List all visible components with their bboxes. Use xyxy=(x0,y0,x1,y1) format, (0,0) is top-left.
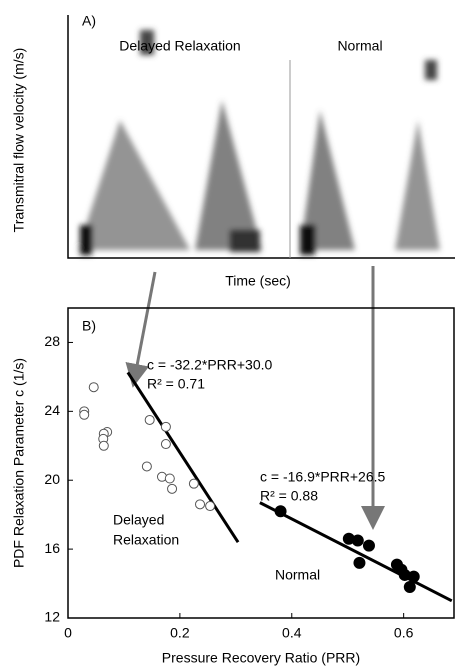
point xyxy=(274,505,287,518)
group-label: Relaxation xyxy=(113,532,179,548)
panel-label: A) xyxy=(82,13,96,29)
point xyxy=(79,409,90,420)
point xyxy=(403,581,416,593)
r-squared: R² = 0.88 xyxy=(260,488,318,504)
doppler-images xyxy=(78,30,440,255)
group-label: Normal xyxy=(275,567,320,583)
panel-text: Delayed Relaxation xyxy=(119,38,240,54)
x-tick-label: 0.2 xyxy=(170,625,190,641)
point xyxy=(141,461,152,472)
point xyxy=(407,570,420,583)
x-tick-label: 0.6 xyxy=(394,625,414,641)
point xyxy=(353,556,366,569)
point xyxy=(164,473,175,484)
axes-box xyxy=(67,307,455,619)
equation: c = -16.9*PRR+26.5 xyxy=(260,469,386,485)
point xyxy=(351,534,364,547)
scatter-plot: 0 0.2 0.4 0.6 12 16 20 24 28 B) Pressure Recovery … xyxy=(11,307,455,666)
arrow xyxy=(125,271,157,388)
y-axis-label: PDF Relaxation Parameter c (1/s) xyxy=(11,358,27,568)
point xyxy=(205,501,216,512)
panel-text: Normal xyxy=(337,38,382,54)
point xyxy=(88,382,99,393)
y-tick-label: 16 xyxy=(44,540,60,556)
y-tick-label: 20 xyxy=(44,471,60,487)
point xyxy=(188,478,199,489)
r-squared: R² = 0.71 xyxy=(147,376,205,392)
y-tick-label: 24 xyxy=(44,402,60,418)
y-tick-label: 28 xyxy=(44,333,60,349)
y-tick-label: 12 xyxy=(44,609,60,625)
point xyxy=(195,499,206,510)
equation: c = -32.2*PRR+30.0 xyxy=(147,357,273,373)
point xyxy=(362,539,375,552)
point xyxy=(160,421,171,432)
fit-line xyxy=(259,501,453,603)
x-tick-label: 0.4 xyxy=(282,625,302,641)
y-axis-label: Transmitral flow velocity (m/s) xyxy=(11,48,27,233)
x-tick-label: 0 xyxy=(64,625,72,641)
point xyxy=(167,483,178,494)
group-label: Delayed xyxy=(113,512,164,528)
point xyxy=(160,439,171,450)
point xyxy=(98,440,109,451)
fit-line xyxy=(126,371,240,544)
x-axis-label: Time (sec) xyxy=(225,273,291,289)
x-axis-label: Pressure Recovery Ratio (PRR) xyxy=(162,650,360,666)
panel-a-axes xyxy=(67,15,455,259)
panel-label: B) xyxy=(82,318,96,334)
point xyxy=(144,414,155,425)
